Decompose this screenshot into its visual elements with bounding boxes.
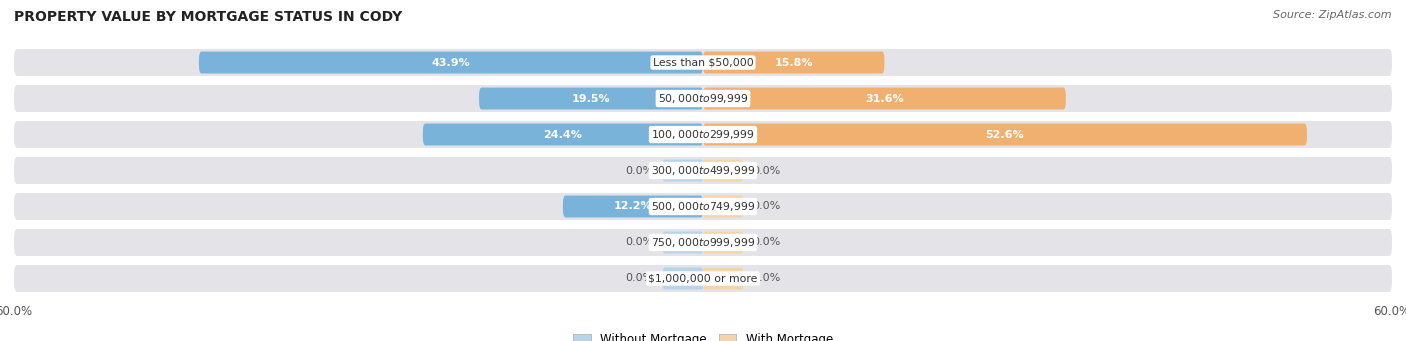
Text: 0.0%: 0.0% (752, 273, 780, 283)
FancyBboxPatch shape (14, 121, 1392, 148)
FancyBboxPatch shape (703, 267, 744, 290)
FancyBboxPatch shape (14, 229, 1392, 256)
Text: 31.6%: 31.6% (865, 93, 904, 104)
Text: Less than $50,000: Less than $50,000 (652, 58, 754, 68)
Text: PROPERTY VALUE BY MORTGAGE STATUS IN CODY: PROPERTY VALUE BY MORTGAGE STATUS IN COD… (14, 10, 402, 24)
FancyBboxPatch shape (662, 232, 703, 253)
Text: $50,000 to $99,999: $50,000 to $99,999 (658, 92, 748, 105)
FancyBboxPatch shape (198, 51, 703, 74)
FancyBboxPatch shape (703, 232, 744, 253)
Text: 0.0%: 0.0% (752, 237, 780, 248)
Legend: Without Mortgage, With Mortgage: Without Mortgage, With Mortgage (568, 329, 838, 341)
FancyBboxPatch shape (703, 123, 1308, 146)
FancyBboxPatch shape (14, 85, 1392, 112)
FancyBboxPatch shape (562, 195, 703, 218)
Text: 0.0%: 0.0% (752, 202, 780, 211)
FancyBboxPatch shape (703, 88, 1066, 109)
Text: 19.5%: 19.5% (572, 93, 610, 104)
Text: 15.8%: 15.8% (775, 58, 813, 68)
FancyBboxPatch shape (662, 267, 703, 290)
FancyBboxPatch shape (662, 160, 703, 181)
Text: 0.0%: 0.0% (626, 165, 654, 176)
FancyBboxPatch shape (479, 88, 703, 109)
Text: 0.0%: 0.0% (626, 237, 654, 248)
Text: $750,000 to $999,999: $750,000 to $999,999 (651, 236, 755, 249)
Text: $1,000,000 or more: $1,000,000 or more (648, 273, 758, 283)
FancyBboxPatch shape (14, 193, 1392, 220)
FancyBboxPatch shape (14, 265, 1392, 292)
Text: 12.2%: 12.2% (613, 202, 652, 211)
Text: $100,000 to $299,999: $100,000 to $299,999 (651, 128, 755, 141)
FancyBboxPatch shape (423, 123, 703, 146)
FancyBboxPatch shape (14, 49, 1392, 76)
Text: 43.9%: 43.9% (432, 58, 471, 68)
FancyBboxPatch shape (703, 195, 744, 218)
FancyBboxPatch shape (703, 51, 884, 74)
FancyBboxPatch shape (703, 160, 744, 181)
Text: $500,000 to $749,999: $500,000 to $749,999 (651, 200, 755, 213)
Text: Source: ZipAtlas.com: Source: ZipAtlas.com (1274, 10, 1392, 20)
Text: 24.4%: 24.4% (544, 130, 582, 139)
Text: 52.6%: 52.6% (986, 130, 1025, 139)
Text: 0.0%: 0.0% (752, 165, 780, 176)
FancyBboxPatch shape (14, 157, 1392, 184)
Text: 0.0%: 0.0% (626, 273, 654, 283)
Text: $300,000 to $499,999: $300,000 to $499,999 (651, 164, 755, 177)
